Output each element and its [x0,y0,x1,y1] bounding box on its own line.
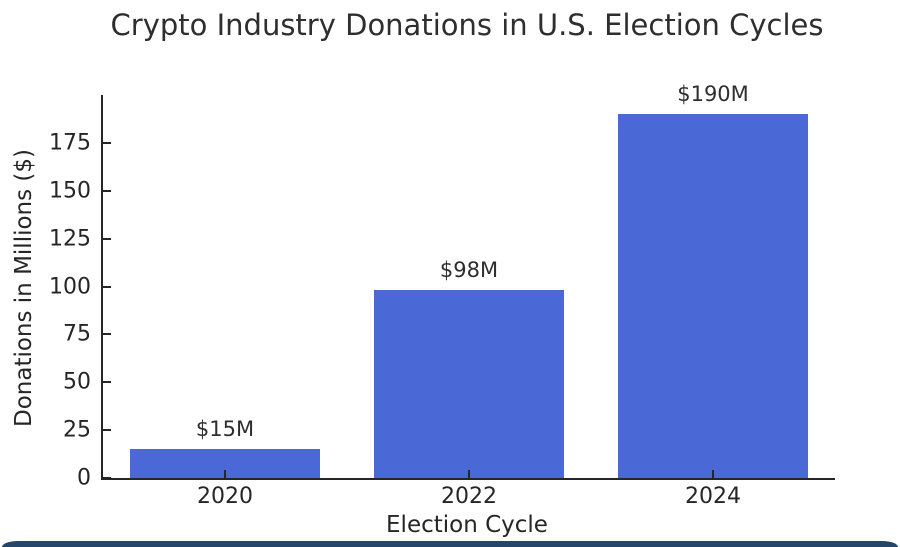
x-tick-mark [712,470,714,478]
y-tick-label: 125 [49,226,91,252]
bar-value-label: $98M [439,258,499,282]
x-tick-mark [468,470,470,478]
chart-title: Crypto Industry Donations in U.S. Electi… [110,8,824,42]
y-tick-label: 25 [63,417,91,443]
x-axis-label: Election Cycle [386,512,548,538]
y-tick-mark [103,429,111,432]
bar-value-label: $15M [195,417,255,441]
y-tick-label: 175 [49,130,91,156]
y-tick-label: 0 [77,465,91,491]
y-tick-mark [103,381,111,384]
y-tick-label: 100 [49,274,91,299]
y-tick-mark [103,477,111,479]
bar-2024 [618,114,808,478]
y-tick-label: 75 [63,321,91,347]
plot-area: 0 25 50 75 100 125 150 175 $15M 2020 $98M 2022 $190M… [49,82,835,509]
x-tick-label: 2020 [197,484,253,509]
y-tick-label: 150 [49,178,91,204]
bottom-accent-bar [2,541,898,547]
x-tick-label: 2022 [441,484,497,509]
x-tick-mark [224,470,226,478]
y-tick-mark [103,189,111,192]
y-tick-mark [103,285,111,288]
bar-value-label: $190M [677,82,749,106]
y-tick-label: 50 [63,369,91,395]
bar-2022 [374,290,564,478]
y-tick-mark [103,141,111,144]
y-axis-label: Donations in Millions ($) [11,148,37,428]
x-tick-label: 2024 [685,484,741,509]
y-tick-mark [103,333,111,336]
y-tick-mark [103,237,111,240]
